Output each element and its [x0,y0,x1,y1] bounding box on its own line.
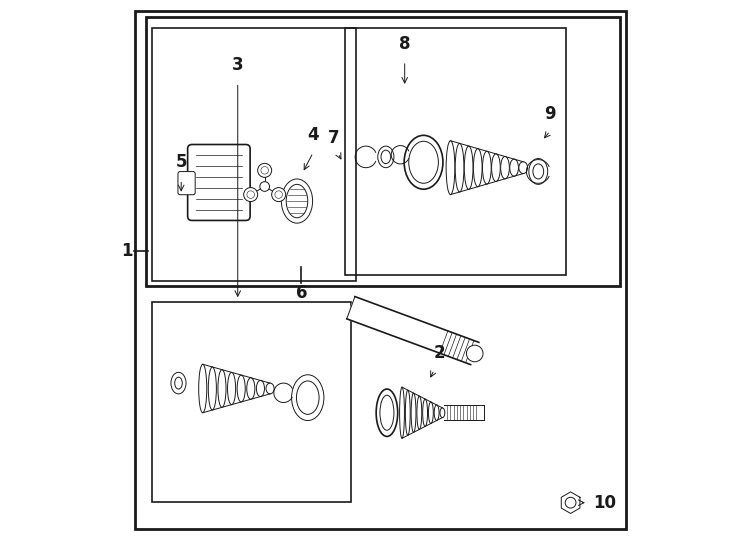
Ellipse shape [501,157,509,179]
Circle shape [247,191,255,198]
Bar [146,17,620,286]
Ellipse shape [417,396,422,429]
Ellipse shape [381,150,390,164]
Text: 1: 1 [122,242,133,260]
Ellipse shape [405,390,410,435]
Ellipse shape [171,373,186,394]
Ellipse shape [247,377,255,399]
Ellipse shape [455,143,464,192]
Ellipse shape [404,136,443,189]
Ellipse shape [281,179,313,223]
Ellipse shape [378,146,394,167]
Ellipse shape [228,373,236,404]
Circle shape [565,497,576,508]
Circle shape [261,166,269,174]
Ellipse shape [409,141,438,183]
Ellipse shape [286,184,308,218]
Ellipse shape [446,141,455,194]
Ellipse shape [429,402,433,423]
Ellipse shape [199,364,207,413]
Text: 6: 6 [296,284,307,302]
Ellipse shape [482,151,491,184]
Ellipse shape [237,375,245,402]
Ellipse shape [423,399,427,427]
Ellipse shape [529,159,548,184]
Polygon shape [346,296,479,365]
Circle shape [260,181,269,191]
Circle shape [275,191,283,198]
Bar [346,28,567,275]
Text: 5: 5 [175,153,187,171]
Ellipse shape [297,381,319,414]
Ellipse shape [291,375,324,421]
Ellipse shape [411,393,416,433]
Ellipse shape [509,159,518,176]
Ellipse shape [380,395,394,430]
FancyBboxPatch shape [178,172,195,195]
Polygon shape [444,405,484,420]
Text: 2: 2 [434,345,446,362]
Bar [151,28,356,281]
Circle shape [466,345,483,362]
Text: 7: 7 [328,129,339,147]
Ellipse shape [376,389,398,436]
Ellipse shape [208,367,217,410]
Ellipse shape [533,164,544,179]
Text: 9: 9 [545,105,556,123]
Ellipse shape [218,370,226,407]
Polygon shape [562,492,580,514]
Ellipse shape [465,146,473,190]
FancyBboxPatch shape [188,145,250,220]
Ellipse shape [175,377,182,389]
Circle shape [244,187,258,201]
Ellipse shape [256,380,264,396]
Circle shape [272,187,286,201]
Ellipse shape [492,154,501,181]
Ellipse shape [519,162,528,173]
Text: 8: 8 [399,35,410,53]
Ellipse shape [399,387,404,438]
Ellipse shape [440,408,445,417]
Text: 4: 4 [308,126,319,144]
Text: 3: 3 [232,56,244,75]
Ellipse shape [266,383,274,394]
Ellipse shape [473,148,482,187]
Ellipse shape [435,405,439,421]
Circle shape [258,164,272,177]
Bar [151,302,351,502]
Text: 10: 10 [593,494,617,512]
